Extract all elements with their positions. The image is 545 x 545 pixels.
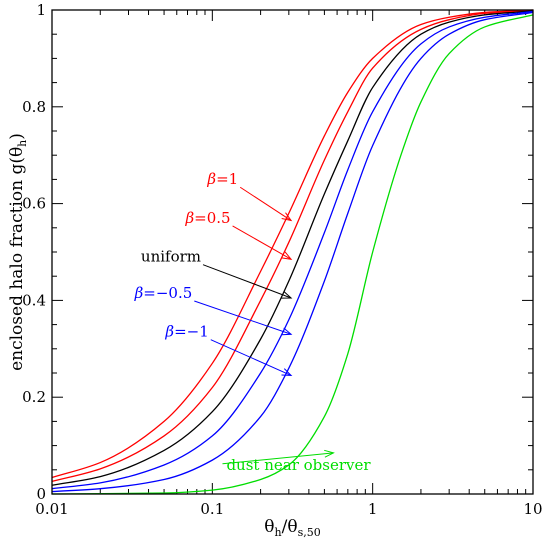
y-axis-label-end: ): [7, 133, 27, 140]
annotation-arrow-1: [232, 225, 292, 260]
y-tick-label: 0: [36, 485, 46, 503]
series-line-4: [51, 11, 534, 493]
annotation-arrowhead-0: [281, 212, 293, 222]
annotation-label-1: β=0.5: [184, 209, 230, 227]
series-line-3: [51, 10, 534, 490]
x-axis-label-mid: /θ: [282, 517, 298, 537]
annotation-text: =−1: [174, 323, 209, 341]
y-axis-label-sub: h: [16, 140, 29, 147]
annotation-arrow-5: [222, 452, 334, 465]
annotation-beta: β: [206, 170, 216, 188]
x-tick-label: 10: [523, 500, 542, 518]
annotation-label-0: β=1: [206, 170, 238, 188]
axis-ticks: [51, 9, 533, 495]
tick-labels: 0.01 0.1 1 10 0 0.2 0.4 0.6 0.8 1: [22, 1, 542, 518]
y-tick-label: 0.2: [22, 388, 46, 406]
annotation-text: =0.5: [194, 209, 230, 227]
annotation-arrowhead-5: [324, 449, 335, 458]
x-tick-label: 0.01: [35, 500, 68, 518]
series-line-0: [51, 9, 534, 479]
x-axis-label-main: θ: [264, 517, 274, 537]
y-tick-label: 0.8: [22, 98, 46, 116]
series-layer: [51, 9, 534, 495]
x-tick-label: 1: [368, 500, 378, 518]
annotation-label-5: dust near observer: [226, 456, 371, 474]
x-axis-label: θh/θs,50: [264, 517, 320, 539]
y-tick-label: 0.4: [22, 291, 46, 309]
annotation-text: uniform: [141, 248, 201, 266]
x-axis-label-sub2: s,50: [298, 526, 321, 539]
series-line-2: [51, 10, 534, 486]
y-tick-label: 1: [36, 1, 46, 19]
annotation-arrow-2: [202, 264, 292, 299]
y-axis-label-main: enclosed halo fraction g(θ: [7, 147, 27, 371]
annotation-arrow-0: [239, 186, 292, 221]
series-line-5: [51, 14, 534, 495]
annotation-label-2: uniform: [141, 248, 201, 266]
series-line-1: [51, 9, 534, 483]
annotation-label-3: β=−0.5: [134, 284, 193, 302]
x-tick-label: 0.1: [200, 500, 224, 518]
annotation-arrowhead-4: [281, 368, 293, 376]
annotation-arrow-3: [194, 300, 292, 335]
annotation-beta: β: [164, 323, 174, 341]
annotation-beta: β: [184, 209, 194, 227]
annotation-text: dust near observer: [226, 456, 371, 474]
annotation-arrowhead-1: [281, 251, 293, 260]
plot-frame: [51, 9, 534, 495]
annotation-label-4: β=−1: [164, 323, 208, 341]
x-axis-label-sub1: h: [275, 526, 282, 539]
annotation-arrow-4: [210, 339, 292, 376]
y-axis-label: enclosed halo fraction g(θh): [7, 133, 29, 371]
annotation-text: =1: [216, 170, 238, 188]
y-tick-label: 0.6: [22, 195, 46, 213]
annotation-beta: β: [134, 284, 144, 302]
annotation-arrowhead-2: [281, 291, 293, 299]
annotation-text: =−0.5: [143, 284, 192, 302]
annotation-arrowhead-3: [281, 327, 293, 336]
